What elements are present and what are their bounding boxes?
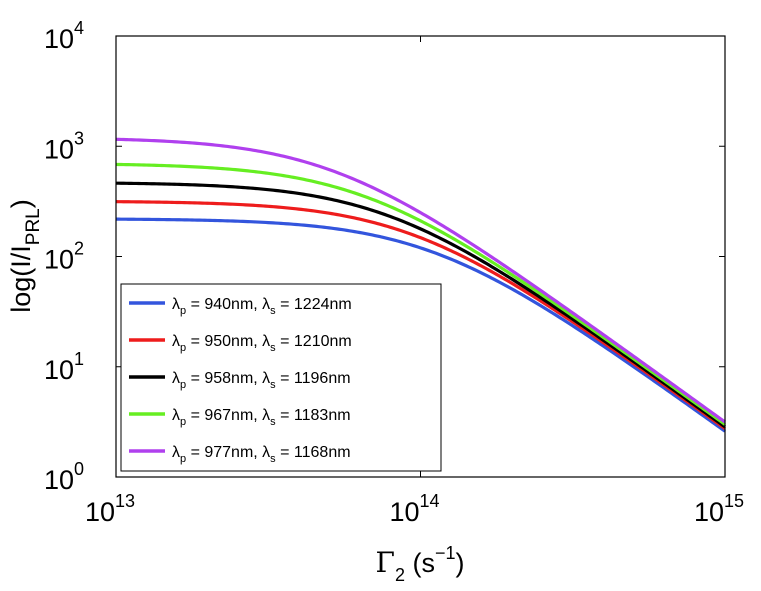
- x-tick-label-2: 1014: [389, 491, 439, 527]
- series-line-2: [115, 200, 726, 430]
- series-layer: [115, 137, 726, 433]
- legend-label-3: λp = 958nm, λs = 1196nm: [172, 370, 351, 391]
- x-axis-label: Γ2 (s−1): [376, 543, 465, 585]
- legend-label-5: λp = 977nm, λs = 1168nm: [172, 444, 351, 465]
- series-line-1: [115, 217, 726, 433]
- x-tick-label-3: 1015: [694, 491, 744, 527]
- y-tick-label-3: 102: [44, 239, 84, 275]
- ticks-layer: 1013 1014 1015 100 101 102 103 104: [44, 18, 744, 527]
- y-tick-label-1: 100: [44, 459, 84, 495]
- x-tick-label-1: 1013: [85, 491, 135, 527]
- legend-label-1: λp = 940nm, λs = 1224nm: [172, 296, 352, 317]
- series-line-3: [115, 181, 726, 429]
- y-axis-label: log(I/IPRL): [6, 199, 44, 313]
- y-tick-label-4: 103: [44, 128, 84, 164]
- series-line-4: [115, 162, 726, 426]
- y-tick-label-5: 104: [44, 18, 84, 54]
- legend: λp = 940nm, λs = 1224nm λp = 950nm, λs = …: [120, 283, 442, 472]
- legend-label-2: λp = 950nm, λs = 1210nm: [172, 333, 352, 354]
- legend-label-4: λp = 967nm, λs = 1183nm: [172, 407, 351, 428]
- legend-box: [120, 283, 442, 472]
- y-tick-label-2: 101: [44, 349, 84, 385]
- labels-layer: Γ2 (s−1) log(I/IPRL): [6, 199, 464, 585]
- series-line-5: [115, 137, 726, 424]
